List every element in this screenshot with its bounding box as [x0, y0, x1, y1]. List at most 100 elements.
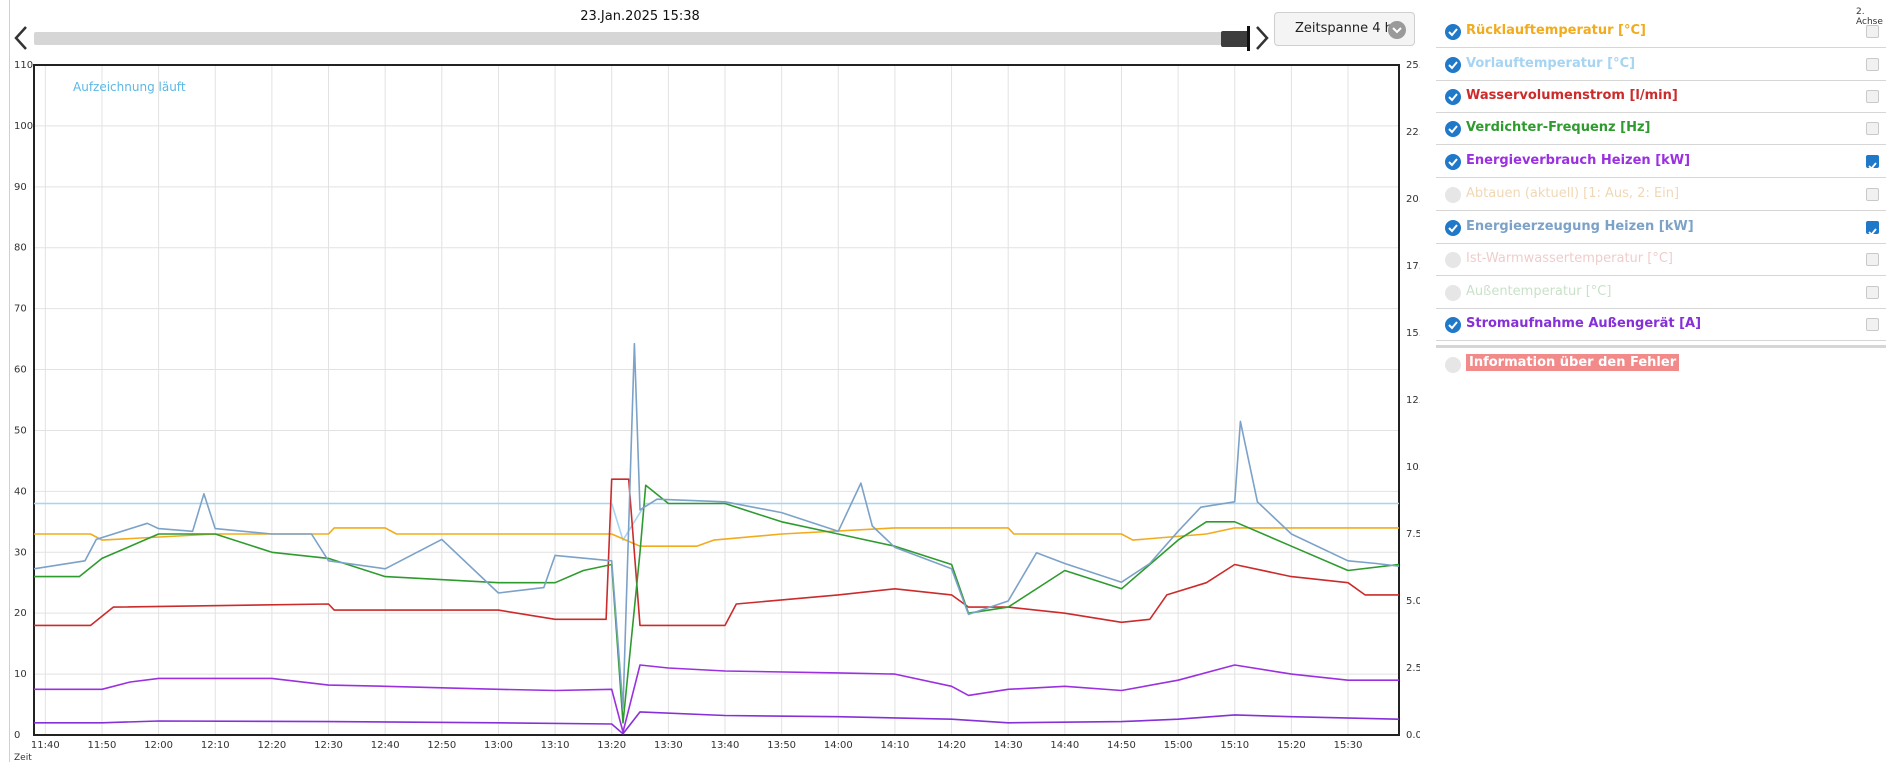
axis2-checkbox[interactable] — [1866, 122, 1879, 135]
next-arrow-icon[interactable] — [1253, 24, 1271, 52]
previous-arrow-icon[interactable] — [12, 24, 30, 52]
checkmark-circle-icon[interactable] — [1445, 57, 1461, 73]
error-info-label[interactable]: Information über den Fehler — [1466, 354, 1680, 371]
series-line — [34, 664, 1399, 733]
legend-item[interactable]: Außentemperatur [°C] — [1436, 276, 1886, 309]
x-tick-label: 12:40 — [371, 740, 400, 751]
x-tick-label: 14:20 — [937, 740, 966, 751]
plot-frame — [33, 64, 1400, 736]
y-left-tick-label: 20 — [14, 608, 27, 619]
timeline-handle[interactable] — [1221, 31, 1249, 47]
legend-item[interactable]: Abtauen (aktuell) [1: Aus, 2: Ein] — [1436, 178, 1886, 211]
legend-label: Vorlauftemperatur [°C] — [1466, 56, 1636, 71]
x-tick-label: 13:20 — [597, 740, 626, 751]
error-toggle-icon[interactable] — [1445, 357, 1461, 373]
y-left-tick-label: 30 — [14, 547, 27, 558]
series-line — [34, 711, 1400, 735]
axis2-checkbox[interactable] — [1866, 25, 1879, 38]
x-tick-label: 13:00 — [484, 740, 513, 751]
legend-label: Außentemperatur [°C] — [1466, 284, 1612, 299]
legend-item[interactable]: Energieerzeugung Heizen [kW] — [1436, 211, 1886, 244]
x-tick-label: 13:40 — [711, 740, 740, 751]
legend-item[interactable]: Wasservolumenstrom [l/min] — [1436, 80, 1886, 113]
x-tick-label: 11:50 — [88, 740, 117, 751]
checkmark-circle-icon[interactable] — [1445, 121, 1461, 137]
timespan-select[interactable]: Zeitspanne 4 h — [1274, 12, 1415, 46]
timeline-scrollbar[interactable] — [34, 32, 1250, 45]
series-line — [34, 478, 1399, 627]
legend-item[interactable]: Stromaufnahme Außengerät [A] — [1436, 308, 1886, 341]
legend-label: Ist-Warmwassertemperatur [°C] — [1466, 251, 1673, 266]
x-tick-label: 11:40 — [31, 740, 60, 751]
x-tick-label: 14:00 — [824, 740, 853, 751]
axis2-checkbox[interactable] — [1866, 286, 1879, 299]
x-tick-label: 15:20 — [1277, 740, 1306, 751]
unchecked-circle-icon[interactable] — [1445, 187, 1461, 203]
chevron-down-icon — [1388, 21, 1406, 39]
legend-item[interactable]: Rücklauftemperatur [°C] — [1436, 15, 1886, 48]
checkmark-circle-icon[interactable] — [1445, 154, 1461, 170]
y-left-tick-label: 70 — [14, 304, 27, 315]
axis2-checkbox[interactable] — [1866, 188, 1879, 201]
x-tick-label: 12:20 — [257, 740, 286, 751]
y-right-tick-label: 12.5 — [1406, 395, 1420, 406]
left-border — [0, 0, 10, 762]
legend-label: Verdichter-Frequenz [Hz] — [1466, 120, 1651, 135]
legend-label: Energieverbrauch Heizen [kW] — [1466, 153, 1691, 168]
series-line — [34, 484, 1400, 724]
x-tick-label: 15:30 — [1334, 740, 1363, 751]
unchecked-circle-icon[interactable] — [1445, 252, 1461, 268]
axis2-checkbox[interactable] — [1866, 155, 1879, 170]
axis2-header: 2. Achse — [1856, 7, 1883, 27]
y-right-tick-label: 22.5 — [1406, 127, 1420, 138]
y-right-tick-label: 25.0 — [1406, 60, 1420, 71]
legend-item[interactable]: Energieverbrauch Heizen [kW] — [1436, 145, 1886, 178]
legend-item[interactable]: Ist-Warmwassertemperatur [°C] — [1436, 243, 1886, 276]
x-tick-label: 12:10 — [201, 740, 230, 751]
checkmark-circle-icon[interactable] — [1445, 89, 1461, 105]
timespan-label: Zeitspanne 4 h — [1295, 21, 1393, 36]
checkmark-circle-icon[interactable] — [1445, 24, 1461, 40]
legend-label: Rücklauftemperatur [°C] — [1466, 23, 1646, 38]
y-left-tick-label: 110 — [14, 60, 33, 71]
x-tick-label: 15:10 — [1220, 740, 1249, 751]
legend-label: Stromaufnahme Außengerät [A] — [1466, 316, 1702, 331]
recording-status-label: Aufzeichnung läuft — [73, 80, 186, 94]
line-chart: 0 10 20 30 40 50 60 70 80 90 100 110 0.0 2.5 5.0 7.5 10.… — [14, 60, 1420, 762]
axis2-checkbox[interactable] — [1866, 90, 1879, 103]
legend-item[interactable]: Vorlauftemperatur [°C] — [1436, 48, 1886, 81]
axis2-checkbox[interactable] — [1866, 253, 1879, 266]
y-right-tick-label: 17.5 — [1406, 261, 1420, 272]
y-right-tick-label: 20.0 — [1406, 194, 1420, 205]
legend-label: Energieerzeugung Heizen [kW] — [1466, 219, 1694, 234]
x-tick-label: 12:30 — [314, 740, 343, 751]
checkmark-circle-icon[interactable] — [1445, 220, 1461, 236]
x-tick-label: 15:00 — [1164, 740, 1193, 751]
legend-error-row[interactable]: Information über den Fehler — [1436, 345, 1886, 378]
y-left-tick-label: 60 — [14, 365, 27, 376]
x-axis-label: Zeit — [14, 753, 32, 762]
axis2-checkbox[interactable] — [1866, 58, 1879, 71]
current-date: 23.Jan.2025 15:38 — [580, 9, 700, 24]
x-tick-label: 14:30 — [994, 740, 1023, 751]
y-left-tick-label: 90 — [14, 182, 27, 193]
x-tick-label: 14:40 — [1050, 740, 1079, 751]
y-right-tick-label: 5.0 — [1406, 596, 1420, 607]
x-tick-label: 14:10 — [880, 740, 909, 751]
y-right-tick-label: 15.0 — [1406, 328, 1420, 339]
x-tick-label: 12:00 — [144, 740, 173, 751]
axis2-checkbox[interactable] — [1866, 221, 1879, 236]
legend-item[interactable]: Verdichter-Frequenz [Hz] — [1436, 112, 1886, 145]
x-tick-label: 13:50 — [767, 740, 796, 751]
x-tick-label: 13:10 — [541, 740, 570, 751]
y-left-tick-label: 40 — [14, 486, 27, 497]
axis2-checkbox[interactable] — [1866, 318, 1879, 331]
y-right-tick-label: 10.0 — [1406, 462, 1420, 473]
x-tick-label: 14:50 — [1107, 740, 1136, 751]
checkmark-circle-icon[interactable] — [1445, 317, 1461, 333]
y-left-tick-label: 100 — [14, 121, 33, 132]
legend-label: Abtauen (aktuell) [1: Aus, 2: Ein] — [1466, 186, 1680, 201]
y-right-tick-label: 2.5 — [1406, 663, 1420, 674]
unchecked-circle-icon[interactable] — [1445, 285, 1461, 301]
series-line — [33, 342, 1400, 710]
